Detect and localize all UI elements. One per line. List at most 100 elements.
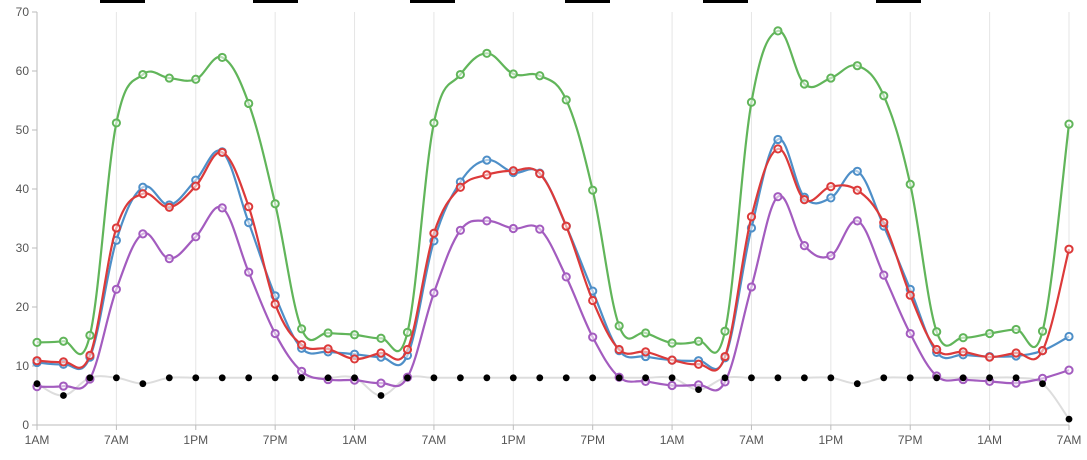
- x-tick-label: 1PM: [819, 433, 844, 447]
- data-point: [614, 344, 624, 355]
- data-point: [244, 202, 254, 212]
- data-point: [958, 333, 968, 343]
- x-tick-label: 7AM: [104, 433, 129, 447]
- x-tick-label: 7AM: [1057, 433, 1082, 447]
- data-point: [111, 118, 121, 128]
- data-point: [1064, 119, 1074, 129]
- data-point: [85, 330, 95, 340]
- y-tick-label: 0: [22, 418, 29, 432]
- legend-swatch: [253, 0, 298, 3]
- data-point: [879, 218, 889, 228]
- data-point: [377, 392, 385, 399]
- data-point: [32, 356, 42, 366]
- data-point: [482, 170, 492, 180]
- data-point: [693, 336, 704, 346]
- data-point: [773, 192, 783, 202]
- data-point: [668, 374, 676, 382]
- data-point: [826, 182, 836, 192]
- data-point: [1039, 380, 1046, 388]
- data-point: [535, 71, 545, 81]
- data-point: [906, 374, 914, 382]
- x-tick-label: 7AM: [739, 433, 764, 447]
- series-5: [33, 374, 1073, 423]
- series-3: [32, 144, 1074, 372]
- data-point: [404, 374, 411, 382]
- data-point: [297, 366, 307, 376]
- data-point: [986, 374, 994, 382]
- data-point: [1011, 324, 1021, 335]
- data-point: [58, 381, 69, 391]
- data-point: [589, 374, 597, 382]
- data-point: [879, 91, 889, 101]
- legend-swatch: [100, 0, 145, 3]
- chart-gridlines: [36, 12, 1070, 425]
- data-point: [244, 98, 254, 109]
- data-point: [456, 374, 464, 382]
- data-point: [244, 267, 254, 277]
- data-point: [191, 74, 201, 84]
- data-point: [270, 328, 280, 339]
- data-point: [218, 374, 226, 382]
- data-point: [508, 69, 518, 79]
- data-point: [349, 354, 360, 364]
- data-point: [773, 144, 783, 154]
- data-point: [667, 355, 677, 365]
- data-point: [376, 378, 386, 388]
- data-point: [799, 195, 809, 205]
- data-point: [482, 48, 492, 58]
- data-point: [349, 330, 360, 340]
- data-point: [826, 193, 836, 203]
- data-point: [482, 155, 492, 165]
- data-point: [932, 344, 942, 355]
- data-point: [985, 328, 995, 339]
- data-point: [429, 228, 439, 238]
- data-point: [852, 61, 862, 71]
- data-point: [746, 97, 757, 107]
- data-point: [1037, 346, 1048, 356]
- data-point: [429, 118, 439, 128]
- data-point: [667, 380, 677, 391]
- data-point: [561, 272, 571, 282]
- data-point: [298, 374, 306, 382]
- background-trace-line: [36, 375, 1070, 420]
- data-point: [508, 223, 518, 234]
- data-point: [324, 374, 332, 382]
- y-tick-label: 30: [16, 241, 30, 255]
- data-point: [588, 332, 598, 342]
- data-point: [270, 199, 280, 209]
- y-tick-label: 50: [16, 123, 30, 137]
- data-point: [1065, 415, 1073, 423]
- data-point: [376, 333, 386, 343]
- data-point: [217, 147, 227, 158]
- data-point: [588, 295, 598, 306]
- data-point: [932, 327, 942, 337]
- data-point: [323, 328, 333, 338]
- data-point: [615, 374, 623, 382]
- chart-series: [32, 26, 1074, 423]
- data-point: [430, 374, 438, 382]
- legend-swatch: [876, 0, 921, 3]
- data-point: [164, 254, 174, 264]
- x-tick-label: 7PM: [898, 433, 923, 447]
- data-point: [693, 359, 704, 369]
- data-point: [455, 182, 465, 192]
- data-point: [561, 95, 571, 105]
- data-point: [508, 166, 518, 176]
- data-point: [826, 251, 836, 261]
- legend-swatch: [565, 0, 610, 3]
- data-point: [192, 374, 200, 382]
- data-point: [60, 392, 67, 399]
- data-point: [827, 374, 835, 382]
- data-point: [535, 224, 545, 234]
- data-point: [667, 338, 677, 348]
- data-point: [958, 347, 968, 357]
- data-point: [905, 290, 915, 300]
- x-tick-label: 1AM: [660, 433, 685, 447]
- legend-swatch: [703, 0, 748, 3]
- data-point: [86, 374, 94, 382]
- data-point: [376, 348, 386, 358]
- data-point: [402, 327, 413, 337]
- x-tick-label: 7PM: [580, 433, 605, 447]
- data-point: [852, 216, 862, 226]
- data-point: [535, 169, 545, 179]
